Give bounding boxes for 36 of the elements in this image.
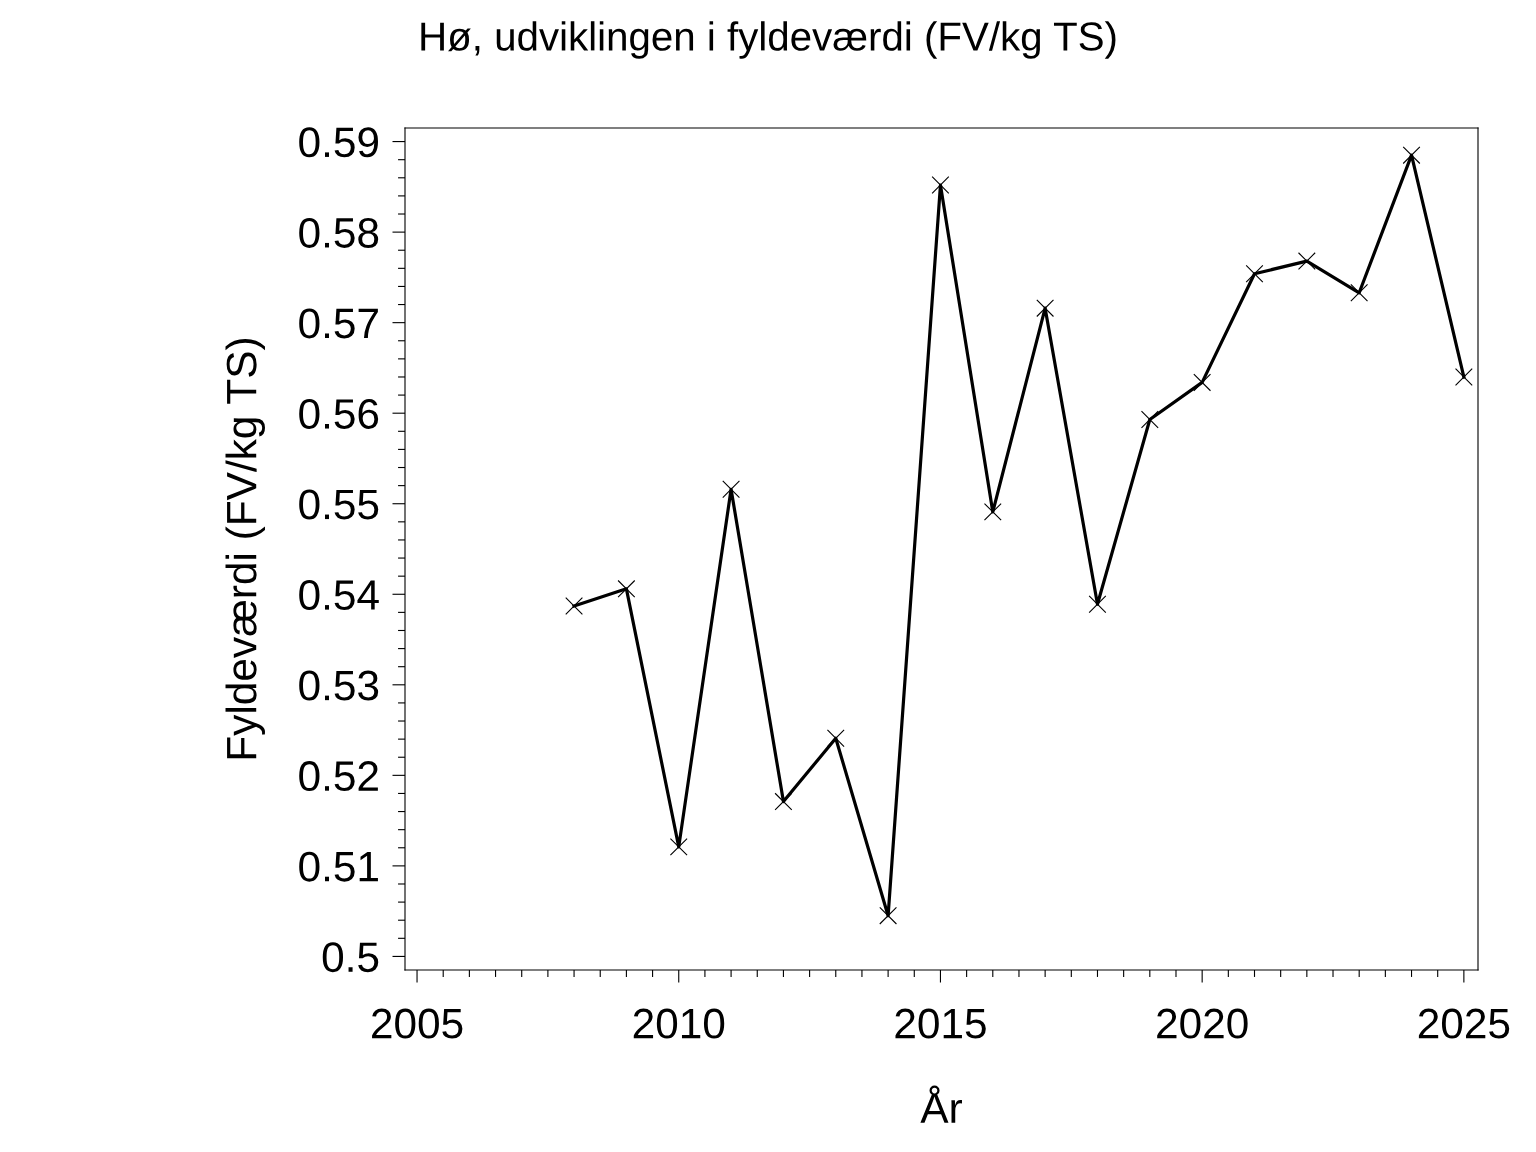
x-tick-label: 2010 bbox=[633, 1008, 725, 1039]
point bbox=[1402, 146, 1421, 165]
point bbox=[1193, 373, 1212, 392]
y-tick-label: 0.54 bbox=[299, 580, 379, 611]
y-tick-label: 0.5 bbox=[322, 942, 379, 973]
x-tick-label: 2020 bbox=[1157, 1008, 1248, 1039]
y-tick-label: 0.51 bbox=[299, 851, 378, 882]
x-tick-label: 2005 bbox=[372, 1008, 463, 1039]
point bbox=[1297, 252, 1316, 270]
y-tick-label: 0.56 bbox=[299, 398, 379, 429]
y-tick-label: 0.57 bbox=[299, 308, 378, 339]
point bbox=[669, 837, 688, 856]
point bbox=[1245, 264, 1264, 283]
point bbox=[1036, 299, 1055, 318]
y-tick-label: 0.53 bbox=[299, 670, 379, 701]
point bbox=[1140, 410, 1159, 429]
point bbox=[617, 579, 636, 598]
point bbox=[565, 597, 583, 615]
y-tick-label: 0.58 bbox=[299, 217, 379, 248]
chart-title: Hø, udviklingen i fyldeværdi (FV/kg TS) bbox=[421, 21, 1116, 59]
y-axis-title: Fyldeværdi (FV/kg TS) bbox=[225, 338, 265, 759]
point bbox=[774, 792, 793, 811]
point bbox=[722, 480, 740, 499]
point bbox=[983, 502, 1002, 521]
x-tick-label: 2025 bbox=[1418, 1008, 1510, 1039]
point bbox=[931, 176, 950, 194]
y-tick-label: 0.55 bbox=[299, 489, 379, 520]
point bbox=[1088, 595, 1107, 614]
x-tick-label: 2015 bbox=[895, 1008, 986, 1039]
x-axis-title: År bbox=[920, 1085, 962, 1123]
point bbox=[826, 729, 845, 748]
y-tick-label: 0.59 bbox=[299, 127, 378, 158]
point bbox=[1350, 283, 1369, 302]
y-tick-label: 0.52 bbox=[299, 761, 378, 792]
point bbox=[1454, 368, 1473, 386]
point bbox=[879, 906, 897, 925]
